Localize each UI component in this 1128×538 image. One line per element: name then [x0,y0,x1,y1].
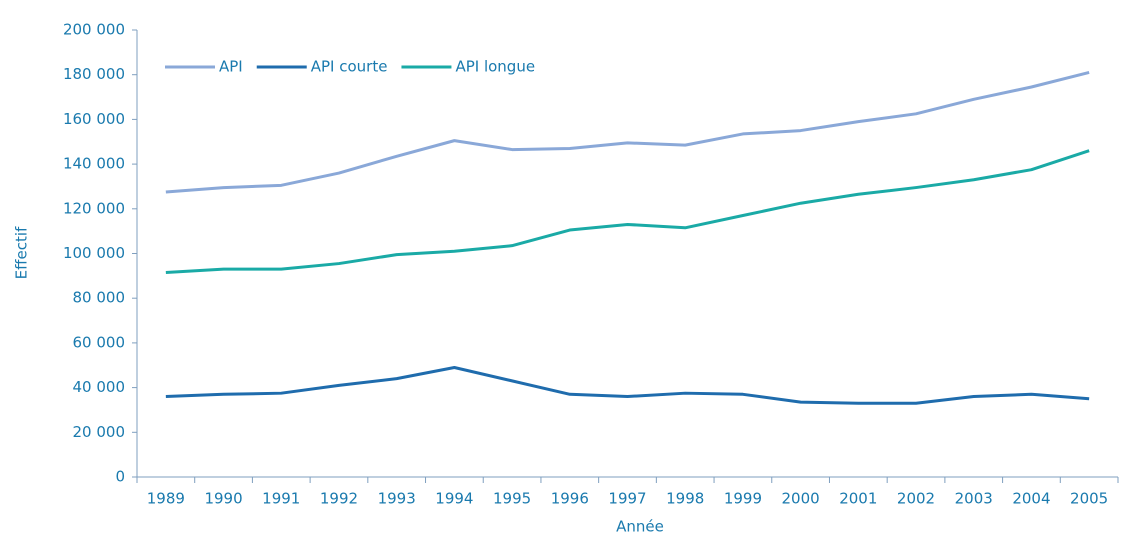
y-axis-label: Effectif [13,226,31,279]
y-tick-label: 160 000 [63,110,125,128]
legend-label: API [219,58,243,76]
x-tick-label: 2003 [955,490,993,508]
series-line [165,365,1090,405]
x-tick-label: 1991 [262,490,300,508]
x-tick-label: 2000 [782,490,820,508]
y-tick-label: 180 000 [63,65,125,83]
x-axis-label: Année [616,518,664,536]
legend-label: API longue [455,58,535,76]
y-tick-label: 40 000 [73,378,126,396]
x-tick-label: 1997 [608,490,646,508]
y-tick-label: 60 000 [73,333,126,351]
chart-background [8,8,1120,530]
x-tick-label: 1998 [666,490,704,508]
y-tick-label: 20 000 [73,423,126,441]
series-line [165,149,1090,274]
y-tick-label: 120 000 [63,199,125,217]
y-tick-label: 140 000 [63,155,125,173]
x-tick-label: 2001 [839,490,877,508]
x-tick-label: 1989 [147,490,185,508]
x-tick-label: 1993 [378,490,416,508]
x-tick-label: 2002 [897,490,935,508]
x-tick-label: 1992 [320,490,358,508]
y-tick-label: 200 000 [63,21,125,39]
x-tick-label: 1996 [551,490,589,508]
y-tick-label: 100 000 [63,244,125,262]
x-tick-label: 1995 [493,490,531,508]
x-tick-label: 2005 [1070,490,1108,508]
legend-label: API courte [311,58,388,76]
x-tick-label: 2004 [1012,490,1050,508]
x-tick-label: 1999 [724,490,762,508]
series-line [165,71,1090,194]
x-tick-label: 1994 [435,490,473,508]
x-tick-label: 1990 [204,490,242,508]
y-tick-label: 0 [115,468,125,486]
y-tick-label: 80 000 [73,289,126,307]
